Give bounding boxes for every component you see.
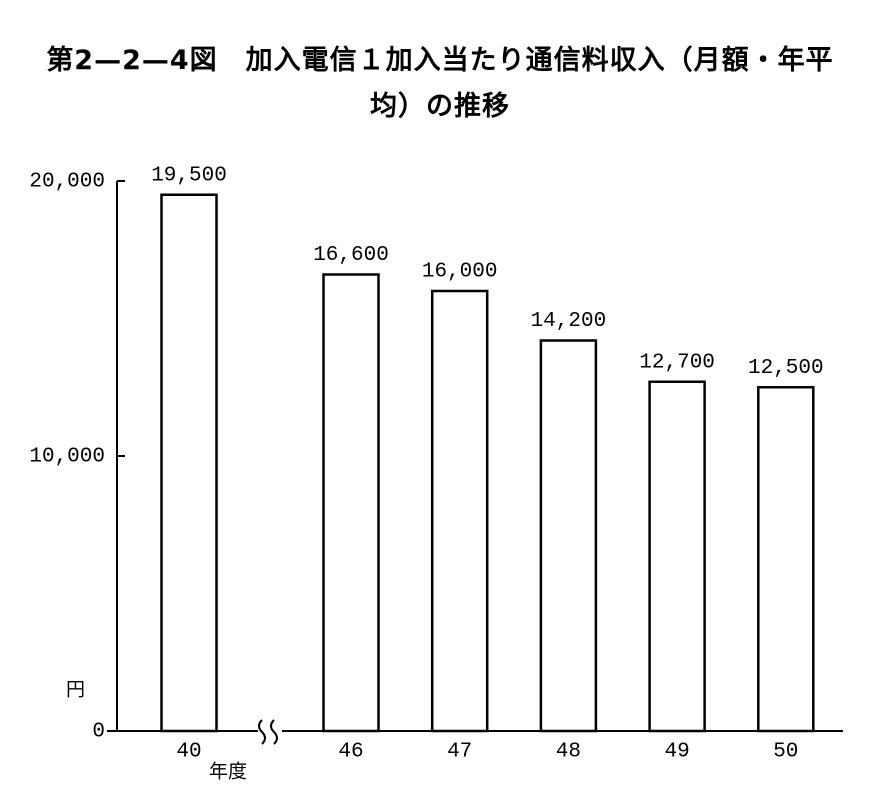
axis-break xyxy=(258,719,278,745)
x-tick-label: 49 xyxy=(664,741,689,764)
value-label: 12,700 xyxy=(639,351,715,374)
chart-title: 第2—2—4図 加入電信１加入当たり通信料収入（月額・年平均）の推移 xyxy=(46,45,834,122)
value-label: 16,000 xyxy=(422,261,498,284)
x-tick-label: 40 xyxy=(176,741,201,764)
bar xyxy=(160,193,218,733)
y-unit-label: 円 xyxy=(66,679,85,701)
y-tick-label: 20,000 xyxy=(29,171,105,194)
bar xyxy=(430,289,489,733)
x-tick-label: 50 xyxy=(773,741,798,764)
value-label: 19,500 xyxy=(151,164,227,187)
value-label: 12,500 xyxy=(748,357,824,380)
y-tick-label: 0 xyxy=(92,721,105,744)
bar xyxy=(648,380,706,733)
bar xyxy=(322,273,380,733)
x-axis-label: 年度 xyxy=(209,761,247,783)
x-tick-label: 48 xyxy=(556,741,581,764)
bar xyxy=(539,339,598,733)
value-label: 14,200 xyxy=(531,310,607,333)
bar xyxy=(757,386,815,733)
x-tick-label: 47 xyxy=(447,741,472,764)
y-tick-label: 10,000 xyxy=(29,446,105,469)
x-tick-label: 46 xyxy=(338,741,363,764)
value-label: 16,600 xyxy=(313,244,389,267)
